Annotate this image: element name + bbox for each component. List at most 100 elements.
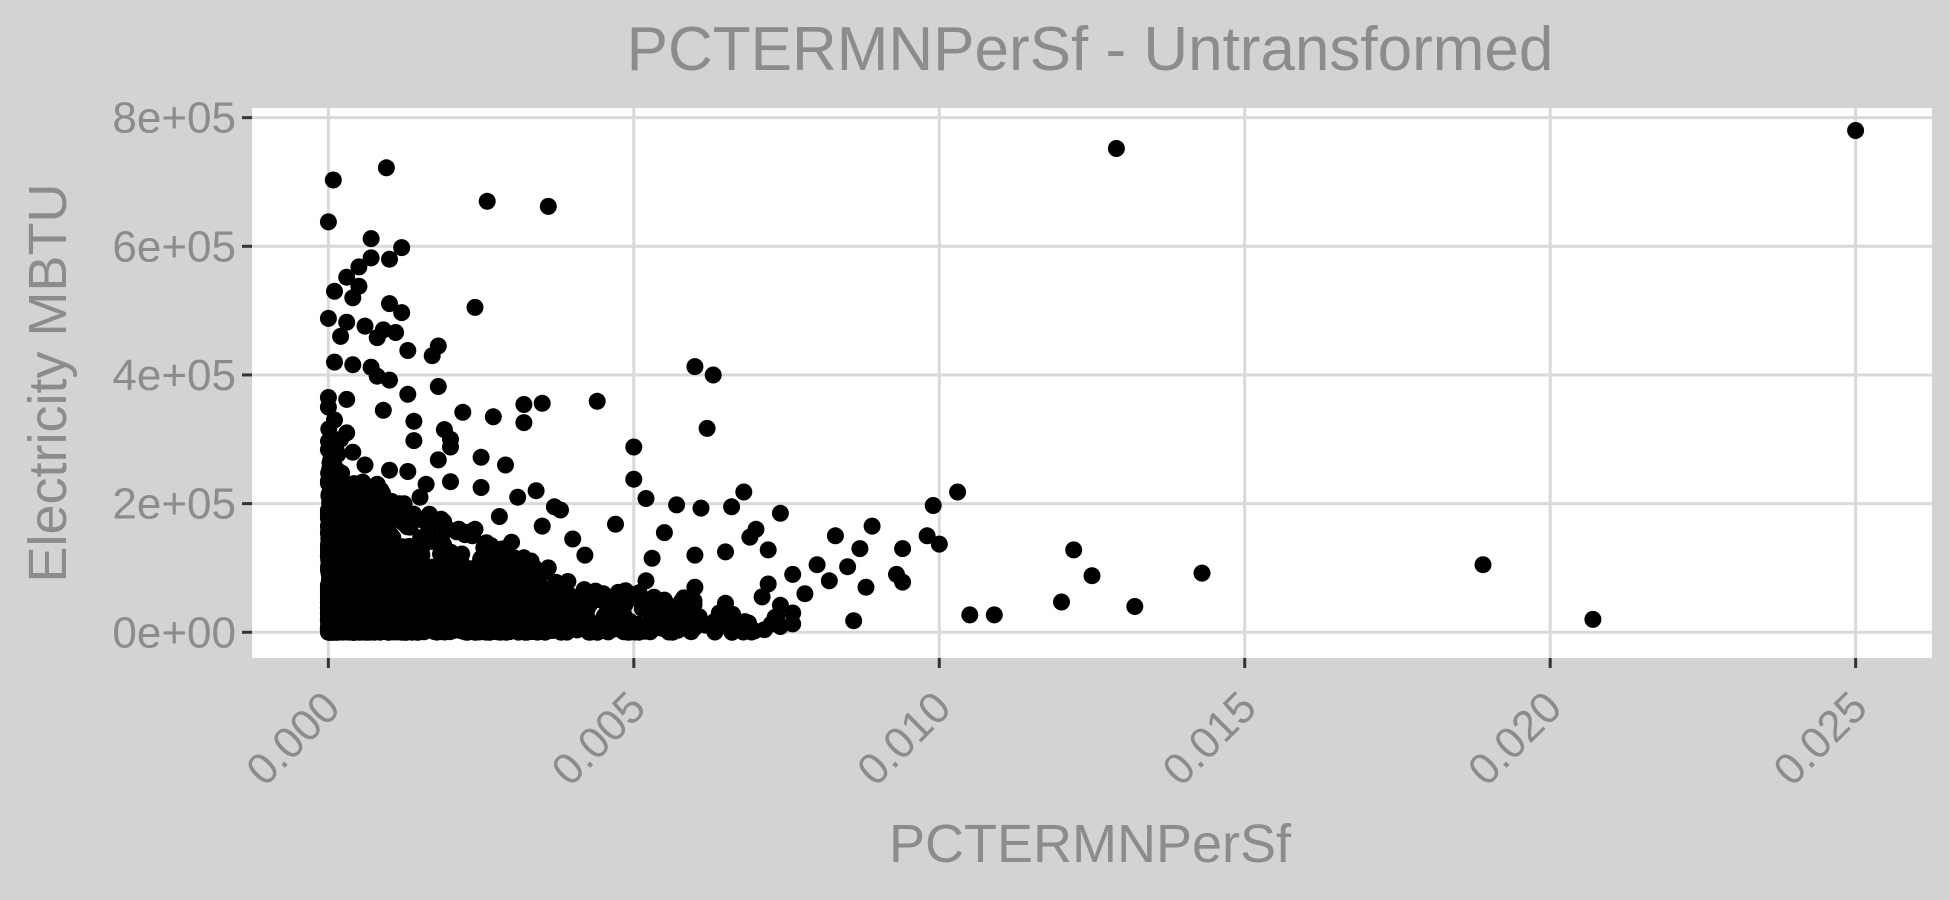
data-point bbox=[851, 540, 869, 558]
data-point bbox=[690, 608, 708, 626]
data-point bbox=[471, 572, 489, 590]
data-point bbox=[483, 542, 501, 560]
data-point bbox=[1053, 593, 1070, 611]
data-point bbox=[527, 482, 545, 500]
data-point bbox=[655, 524, 673, 542]
data-point bbox=[362, 533, 380, 551]
data-point bbox=[454, 571, 472, 589]
data-point bbox=[393, 239, 411, 257]
data-point bbox=[368, 329, 386, 347]
data-point bbox=[381, 250, 398, 268]
data-point bbox=[319, 599, 337, 617]
data-point bbox=[413, 539, 431, 557]
data-point bbox=[415, 623, 433, 641]
chart-title: PCTERMNPerSf - Untransformed bbox=[627, 15, 1554, 84]
data-point bbox=[370, 604, 388, 622]
data-point bbox=[429, 451, 447, 469]
data-point bbox=[399, 342, 417, 359]
data-point bbox=[472, 448, 490, 466]
data-point bbox=[839, 558, 857, 576]
data-point bbox=[321, 502, 339, 520]
data-point bbox=[536, 622, 554, 640]
data-point bbox=[401, 518, 419, 536]
data-points bbox=[319, 122, 1865, 641]
data-point bbox=[428, 572, 446, 590]
data-point bbox=[759, 541, 777, 559]
data-point bbox=[740, 614, 757, 632]
data-point bbox=[613, 610, 631, 628]
data-point bbox=[525, 558, 543, 576]
data-point bbox=[338, 390, 356, 408]
data-point bbox=[1065, 541, 1083, 559]
data-point bbox=[723, 623, 741, 641]
data-point bbox=[321, 617, 338, 635]
data-point bbox=[796, 585, 814, 603]
data-point bbox=[1847, 122, 1865, 139]
data-point bbox=[533, 578, 551, 596]
data-point bbox=[949, 483, 967, 501]
data-point bbox=[475, 595, 493, 613]
data-point bbox=[377, 159, 395, 177]
data-point bbox=[735, 483, 753, 501]
data-point bbox=[564, 530, 582, 548]
data-point bbox=[508, 555, 526, 573]
data-point bbox=[918, 527, 936, 545]
data-point bbox=[343, 557, 361, 574]
data-point bbox=[393, 304, 411, 322]
data-point bbox=[362, 249, 380, 267]
data-point bbox=[863, 517, 881, 535]
data-point bbox=[381, 461, 398, 479]
data-point bbox=[413, 597, 431, 615]
data-point bbox=[826, 527, 844, 545]
data-point bbox=[508, 594, 526, 612]
data-point bbox=[324, 171, 342, 189]
data-point bbox=[322, 558, 340, 576]
data-point bbox=[784, 565, 802, 583]
y-tick-label: 6e+05 bbox=[112, 222, 236, 271]
data-point bbox=[717, 543, 734, 561]
data-point bbox=[389, 617, 407, 635]
data-point bbox=[509, 488, 527, 506]
data-point bbox=[326, 411, 343, 429]
data-point bbox=[501, 623, 519, 641]
data-point bbox=[540, 599, 558, 617]
y-tick-label: 0e+00 bbox=[112, 608, 236, 657]
data-point bbox=[638, 592, 656, 610]
data-point bbox=[356, 594, 374, 611]
data-point bbox=[625, 438, 643, 456]
data-point bbox=[539, 559, 557, 577]
data-point bbox=[668, 496, 686, 514]
data-point bbox=[686, 358, 704, 376]
data-point bbox=[618, 583, 636, 601]
data-point bbox=[771, 618, 789, 635]
data-point bbox=[485, 580, 503, 598]
data-point bbox=[399, 385, 417, 403]
data-point bbox=[453, 522, 470, 540]
data-point bbox=[771, 596, 789, 614]
data-point bbox=[1126, 598, 1144, 615]
y-tick-label: 8e+05 bbox=[112, 94, 236, 143]
data-point bbox=[503, 533, 521, 551]
data-point bbox=[358, 617, 376, 635]
data-point bbox=[442, 607, 460, 625]
data-point bbox=[497, 456, 514, 474]
data-point bbox=[339, 522, 357, 539]
data-point bbox=[429, 378, 447, 395]
data-point bbox=[332, 327, 350, 345]
data-point bbox=[589, 621, 606, 639]
data-point bbox=[393, 501, 411, 519]
data-point bbox=[350, 258, 368, 276]
data-point bbox=[710, 604, 728, 622]
data-point bbox=[741, 528, 759, 546]
data-point bbox=[326, 282, 343, 300]
data-point bbox=[411, 488, 429, 506]
data-point bbox=[326, 353, 343, 371]
data-point bbox=[362, 230, 380, 248]
data-point bbox=[338, 313, 356, 331]
data-point bbox=[930, 535, 948, 553]
data-point bbox=[558, 598, 576, 615]
data-point bbox=[655, 591, 673, 609]
data-point bbox=[820, 572, 838, 590]
data-point bbox=[704, 366, 722, 384]
